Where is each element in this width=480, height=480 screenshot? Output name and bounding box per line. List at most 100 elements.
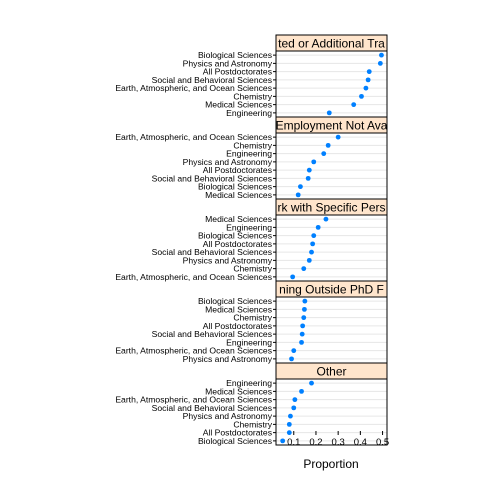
- category-label: Medical Sciences: [205, 386, 272, 396]
- data-point: [292, 397, 298, 403]
- category-label: All Postdoctorates: [203, 165, 272, 175]
- data-point: [323, 216, 329, 222]
- category-label: Biological Sciences: [198, 296, 272, 306]
- panel-frame: [275, 50, 388, 118]
- data-point: [299, 388, 304, 394]
- category-label: Chemistry: [233, 264, 272, 274]
- panel-frame: [275, 132, 388, 200]
- data-point: [335, 134, 341, 140]
- data-point: [315, 224, 321, 230]
- category-label: Chemistry: [233, 91, 272, 101]
- data-point: [289, 356, 294, 362]
- data-point: [351, 102, 357, 108]
- category-label: Biological Sciences: [198, 436, 272, 446]
- category-label: Engineering: [226, 149, 272, 159]
- data-point: [363, 85, 369, 91]
- category-label: Earth, Atmospheric, and Ocean Sciences: [115, 132, 272, 142]
- data-point: [306, 257, 312, 263]
- data-point: [326, 110, 332, 116]
- category-label: Earth, Atmospheric, and Ocean Sciences: [115, 346, 272, 356]
- x-tick-label: 0.3: [332, 437, 345, 448]
- panel-strip-label: ning Outside PhD F: [279, 283, 384, 297]
- data-point: [300, 323, 306, 329]
- category-label: Physics and Astronomy: [183, 354, 273, 364]
- data-point: [295, 192, 301, 198]
- data-point: [309, 380, 314, 386]
- panel: rk with Specific Pers Medical SciencesEng…: [115, 198, 388, 282]
- data-point: [325, 142, 331, 148]
- panel-frame: [275, 296, 388, 364]
- category-label: Earth, Atmospheric, and Ocean Sciences: [115, 83, 272, 93]
- data-point: [301, 315, 307, 321]
- category-label: Chemistry: [233, 419, 272, 429]
- panel-strip-label: Other: [316, 365, 346, 379]
- panel-strip-label: Employment Not Ava: [276, 119, 388, 133]
- data-point: [301, 266, 307, 272]
- category-label: Social and Behavioral Sciences: [152, 329, 272, 339]
- category-label: Physics and Astronomy: [183, 157, 273, 167]
- category-label: Biological Sciences: [198, 182, 272, 192]
- data-point: [311, 233, 317, 239]
- category-label: Chemistry: [233, 313, 272, 323]
- category-label: Engineering: [226, 108, 272, 118]
- data-point: [291, 348, 297, 354]
- panel-strip-label: rk with Specific Pers: [277, 201, 385, 215]
- panel: Employment Not Ava Earth, Atmospheric, an…: [115, 116, 388, 200]
- category-label: All Postdoctorates: [203, 321, 272, 331]
- data-point: [379, 52, 384, 58]
- category-label: Medical Sciences: [205, 304, 272, 314]
- data-point: [299, 331, 305, 337]
- data-point: [309, 249, 314, 255]
- data-point: [288, 413, 293, 419]
- category-label: Biological Sciences: [198, 231, 272, 241]
- category-label: Engineering: [226, 337, 272, 347]
- panel: ning Outside PhD F Biological SciencesMed…: [115, 280, 388, 364]
- data-point: [305, 175, 311, 181]
- category-label: Engineering: [226, 378, 272, 388]
- data-point: [321, 151, 327, 157]
- category-label: Medical Sciences: [205, 214, 272, 224]
- data-point: [291, 405, 297, 411]
- category-label: Chemistry: [233, 140, 272, 150]
- data-point: [302, 298, 308, 304]
- category-label: All Postdoctorates: [203, 239, 272, 249]
- panel-frame: [275, 378, 388, 446]
- data-point: [366, 69, 372, 75]
- x-axis-title: Proportion: [303, 457, 358, 471]
- data-point: [365, 77, 371, 83]
- data-point: [298, 184, 303, 190]
- category-label: Physics and Astronomy: [183, 255, 273, 265]
- category-label: Social and Behavioral Sciences: [152, 403, 272, 413]
- data-point: [299, 339, 304, 345]
- category-label: All Postdoctorates: [203, 428, 272, 438]
- data-point: [377, 60, 383, 66]
- category-label: Earth, Atmospheric, and Ocean Sciences: [115, 272, 272, 282]
- data-point: [290, 274, 296, 280]
- category-label: Medical Sciences: [205, 190, 272, 200]
- x-tick-label: 0.1: [287, 437, 300, 448]
- category-label: Social and Behavioral Sciences: [152, 75, 272, 85]
- data-point: [310, 241, 316, 247]
- x-axis: 0.1 0.2 0.3 0.4 0.5: [287, 431, 389, 448]
- category-label: Biological Sciences: [198, 50, 272, 60]
- category-label: Social and Behavioral Sciences: [152, 247, 272, 257]
- data-point: [302, 306, 307, 312]
- x-tick-label: 0.2: [309, 437, 322, 448]
- panels: ted or Additional Tra Biological Sciences…: [115, 34, 388, 446]
- panel: ted or Additional Tra Biological Sciences…: [115, 34, 388, 118]
- data-point: [306, 167, 312, 173]
- data-point: [286, 430, 292, 436]
- data-point: [280, 438, 286, 444]
- category-label: Earth, Atmospheric, and Ocean Sciences: [115, 395, 272, 405]
- category-label: Engineering: [226, 222, 272, 232]
- category-label: Physics and Astronomy: [183, 411, 273, 421]
- panel-strip-label: ted or Additional Tra: [278, 37, 385, 51]
- data-point: [359, 93, 364, 99]
- panel-frame: [275, 214, 388, 282]
- data-point: [286, 421, 292, 427]
- category-label: Physics and Astronomy: [183, 58, 273, 68]
- x-tick-label: 0.5: [376, 437, 389, 448]
- x-tick-label: 0.4: [354, 437, 367, 448]
